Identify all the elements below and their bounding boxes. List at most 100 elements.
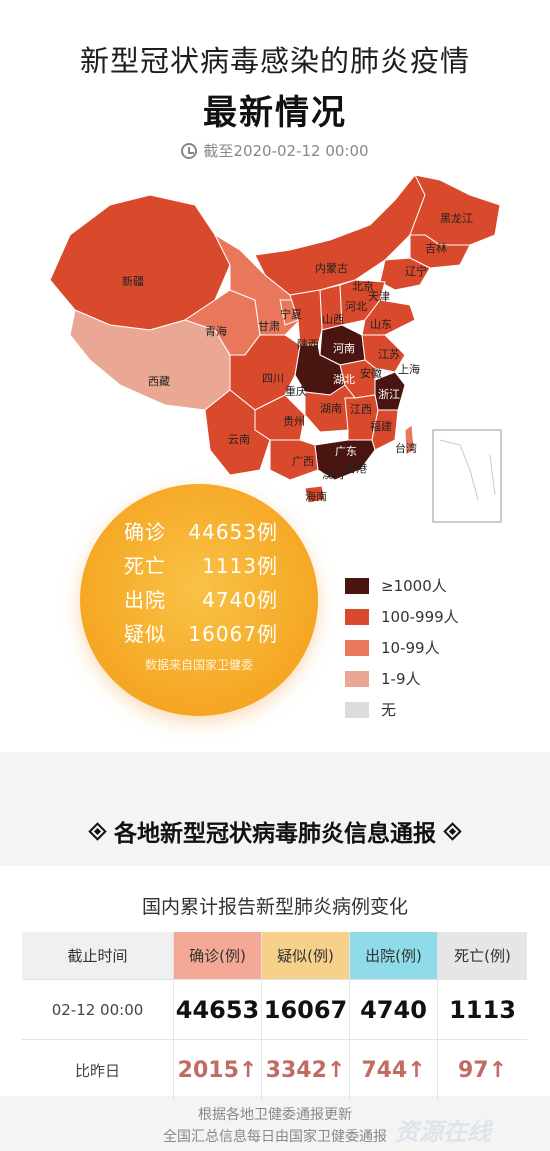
cell-time: 02-12 00:00 [22, 980, 174, 1039]
header-time: 截止时间 [22, 932, 174, 979]
province-fujian [371, 409, 399, 451]
label-anhui: 安徽 [360, 366, 382, 380]
table-row: 比昨日 2015↑ 3342↑ 744↑ 97↑ [22, 1040, 527, 1100]
cell-change-recovered: 744↑ [350, 1040, 438, 1100]
header-suspected: 疑似(例) [262, 932, 350, 979]
legend-swatch [345, 639, 369, 656]
page-title-line2: 最新情况 [203, 93, 347, 133]
stat-recovered: 出院 4740例 [106, 584, 296, 612]
province-guangdong [314, 439, 376, 481]
province-taiwan [404, 424, 415, 456]
label-jiangsu: 江苏 [378, 348, 400, 361]
label-guangxi: 广西 [292, 455, 314, 468]
legend-label: 100-999人 [381, 608, 459, 626]
cell-recovered: 4740 [350, 980, 438, 1039]
label-zhejiang: 浙江 [378, 388, 400, 401]
cases-table: 截止时间 确诊(例) 疑似(例) 出院(例) 死亡(例) 02-12 00:00… [22, 932, 527, 1100]
legend-label: ≥1000人 [381, 577, 447, 595]
label-xizang: 西藏 [148, 375, 170, 388]
stat-suspected-value: 16067例 [188, 621, 278, 646]
cell-confirmed: 44653 [174, 980, 262, 1039]
stat-confirmed: 确诊 44653例 [106, 516, 296, 544]
stat-recovered-value: 4740例 [202, 587, 278, 612]
legend-swatch [345, 577, 369, 594]
label-hubei: 湖北 [333, 373, 355, 386]
label-hebei: 河北 [345, 300, 367, 313]
label-neimenggu: 内蒙古 [315, 261, 348, 275]
diamond-icon [88, 822, 107, 841]
cell-change-confirmed: 2015↑ [174, 1040, 262, 1100]
label-ningxia: 宁夏 [280, 307, 302, 321]
label-beijing: 北京 [352, 279, 374, 293]
label-sichuan: 四川 [262, 372, 284, 385]
legend-label: 10-99人 [381, 639, 440, 657]
label-henan: 河南 [333, 342, 355, 355]
label-hainan: 海南 [305, 489, 327, 503]
legend-label: 无 [381, 701, 397, 719]
map-card: 新型冠状病毒感染的肺炎疫情 最新情况 截至2020-02-12 00:00 [0, 0, 550, 752]
stat-suspected-label: 疑似 [124, 621, 166, 646]
cell-change-label: 比昨日 [22, 1040, 174, 1100]
label-macau: 澳门 [322, 467, 344, 481]
footer-note-1: 根据各地卫健委通报更新 [198, 1107, 352, 1123]
legend-swatch [345, 701, 369, 718]
legend-item: 10-99人 [345, 632, 459, 663]
footer-note-2: 全国汇总信息每日由国家卫健委通报 [163, 1129, 387, 1145]
legend-item: 100-999人 [345, 601, 459, 632]
label-guangdong: 广东 [335, 445, 357, 458]
data-source: 数据来自国家卫健委 [144, 658, 253, 672]
south-china-sea-inset [432, 429, 502, 523]
legend-item: ≥1000人 [345, 570, 459, 601]
province-labels: 新疆 西藏 青海 甘肃 宁夏 内蒙古 黑龙江 吉林 辽宁 北京 天津 河北 山西… [122, 212, 473, 503]
cell-change-suspected: 3342↑ [262, 1040, 350, 1100]
stat-recovered-label: 出院 [124, 587, 166, 612]
label-taiwan: 台湾 [395, 441, 417, 455]
page-title-line1: 新型冠状病毒感染的肺炎疫情 [79, 44, 470, 78]
label-hunan: 湖南 [320, 402, 342, 415]
stat-confirmed-label: 确诊 [124, 519, 166, 544]
china-map: 新疆 西藏 青海 甘肃 宁夏 内蒙古 黑龙江 吉林 辽宁 北京 天津 河北 山西… [49, 174, 502, 523]
header-deaths: 死亡(例) [438, 932, 527, 979]
label-jilin: 吉林 [425, 241, 447, 255]
cell-suspected: 16067 [262, 980, 350, 1039]
legend-label: 1-9人 [381, 670, 421, 688]
cell-change-deaths: 97↑ [457, 1057, 508, 1083]
legend-item: 无 [345, 694, 459, 725]
legend-swatch [345, 670, 369, 687]
label-yunnan: 云南 [228, 433, 250, 446]
legend-item: 1-9人 [345, 663, 459, 694]
table-title: 国内累计报告新型肺炎病例变化 [141, 896, 408, 918]
label-hongkong: 香港 [345, 462, 367, 475]
label-shanghai: 上海 [398, 362, 420, 376]
province-hainan [304, 485, 326, 504]
label-chongqing: 重庆 [285, 384, 307, 398]
label-liaoning: 辽宁 [405, 264, 427, 278]
label-gansu: 甘肃 [258, 320, 280, 333]
section-title: 各地新型冠状病毒肺炎信息通报 [0, 814, 550, 848]
label-shandong: 山东 [370, 318, 392, 331]
stat-deaths-label: 死亡 [124, 553, 166, 578]
section-title-text: 各地新型冠状病毒肺炎信息通报 [114, 821, 436, 847]
map-legend: ≥1000人 100-999人 10-99人 1-9人 无 [345, 570, 459, 725]
stat-deaths-value: 1113例 [202, 553, 278, 578]
summary-circle: 确诊 44653例 死亡 1113例 出院 4740例 疑似 16067例 数据… [80, 484, 318, 716]
label-qinghai: 青海 [205, 324, 227, 338]
cell-deaths: 1113 [449, 995, 516, 1024]
header-confirmed: 确诊(例) [174, 932, 262, 979]
label-shanxi: 山西 [322, 313, 344, 326]
label-jiangxi: 江西 [350, 403, 372, 416]
table-header-row: 截止时间 确诊(例) 疑似(例) 出院(例) 死亡(例) [22, 932, 527, 980]
diamond-icon [443, 822, 462, 841]
cutoff-text: 截至2020-02-12 00:00 [203, 142, 369, 160]
stat-suspected: 疑似 16067例 [106, 618, 296, 646]
label-tianjin: 天津 [368, 290, 390, 303]
cutoff-time: 截至2020-02-12 00:00 [0, 140, 550, 161]
stat-confirmed-value: 44653例 [188, 519, 278, 544]
label-fujian: 福建 [370, 419, 392, 433]
legend-swatch [345, 608, 369, 625]
watermark: 资源在线 [395, 1118, 491, 1146]
label-shaanxi: 陕西 [297, 337, 319, 351]
header-recovered: 出院(例) [350, 932, 438, 979]
label-xinjiang: 新疆 [122, 274, 144, 288]
table-card: 国内累计报告新型肺炎病例变化 截止时间 确诊(例) 疑似(例) 出院(例) 死亡… [0, 866, 550, 1100]
